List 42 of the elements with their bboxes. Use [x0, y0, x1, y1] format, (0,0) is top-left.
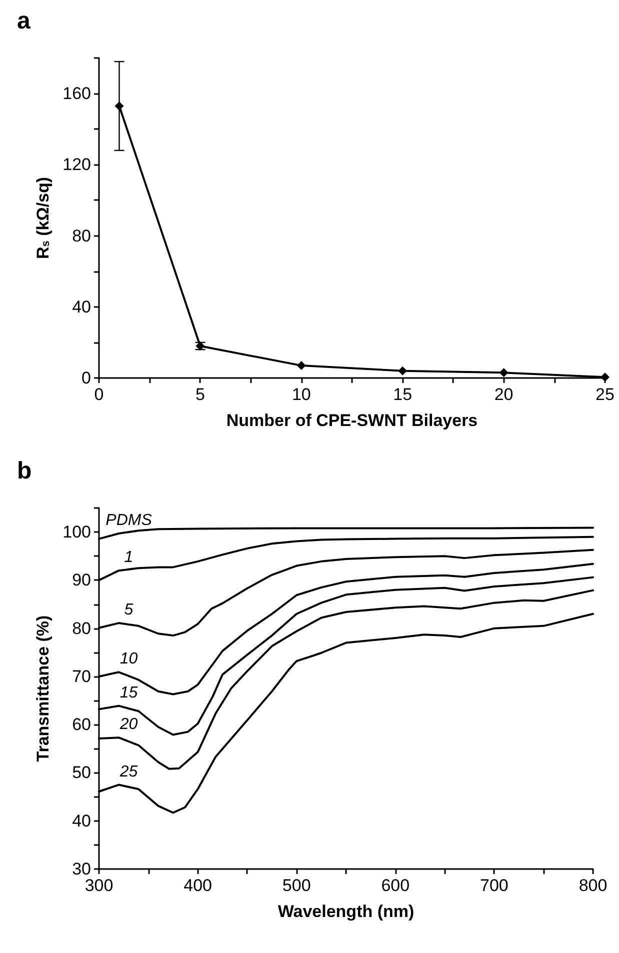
x-tick-label: 400 [184, 876, 212, 895]
y-tick-label: 70 [72, 666, 91, 686]
y-tick-label: 100 [62, 522, 91, 542]
x-tick-label: 700 [480, 876, 508, 895]
chart-title: a [17, 8, 31, 34]
y-tick-label: 160 [62, 84, 91, 104]
y-tick-label: 80 [72, 618, 91, 638]
x-axis-title: Number of CPE-SWNT Bilayers [226, 411, 478, 430]
x-tick-label: 800 [578, 876, 608, 895]
y-tick-label: 30 [72, 860, 91, 878]
point [499, 368, 508, 378]
x-tick-label: 0 [94, 385, 104, 404]
series-label: 5 [124, 602, 134, 619]
x-tick-label: 5 [195, 385, 205, 404]
point [398, 366, 408, 376]
series-label: 25 [118, 763, 138, 780]
x-tick-label: 300 [84, 876, 114, 895]
y-tick-label: 0 [82, 368, 91, 388]
series-label: 1 [124, 549, 134, 566]
x-tick-label: 10 [292, 385, 311, 404]
chart-title: b [17, 458, 32, 484]
point [114, 102, 124, 110]
x-axis-title: Wavelength (nm) [278, 902, 414, 921]
y-axis-title: Rs (kΩ/sq) [34, 176, 53, 260]
x-tick-label: 15 [393, 385, 412, 404]
y-tick-label: 120 [62, 155, 91, 174]
y-tick-label: 90 [72, 570, 91, 590]
x-tick-label: 600 [381, 876, 410, 895]
y-tick-label: 50 [72, 763, 91, 782]
x-tick-label: 25 [596, 385, 614, 404]
series-label: 15 [120, 684, 138, 702]
point [296, 361, 306, 370]
x-tick-label: 20 [494, 385, 514, 404]
series-label: 10 [120, 650, 138, 668]
x-tick-label: 500 [282, 876, 311, 895]
y-tick-label: 40 [72, 297, 91, 316]
y-tick-label: 60 [72, 715, 91, 734]
y-tick-label: 80 [72, 226, 91, 246]
y-axis-title: Transmittance (%) [34, 615, 53, 762]
series-label: PDMS [106, 512, 152, 530]
y-tick-label: 40 [72, 811, 91, 830]
series-label: 20 [118, 716, 138, 734]
